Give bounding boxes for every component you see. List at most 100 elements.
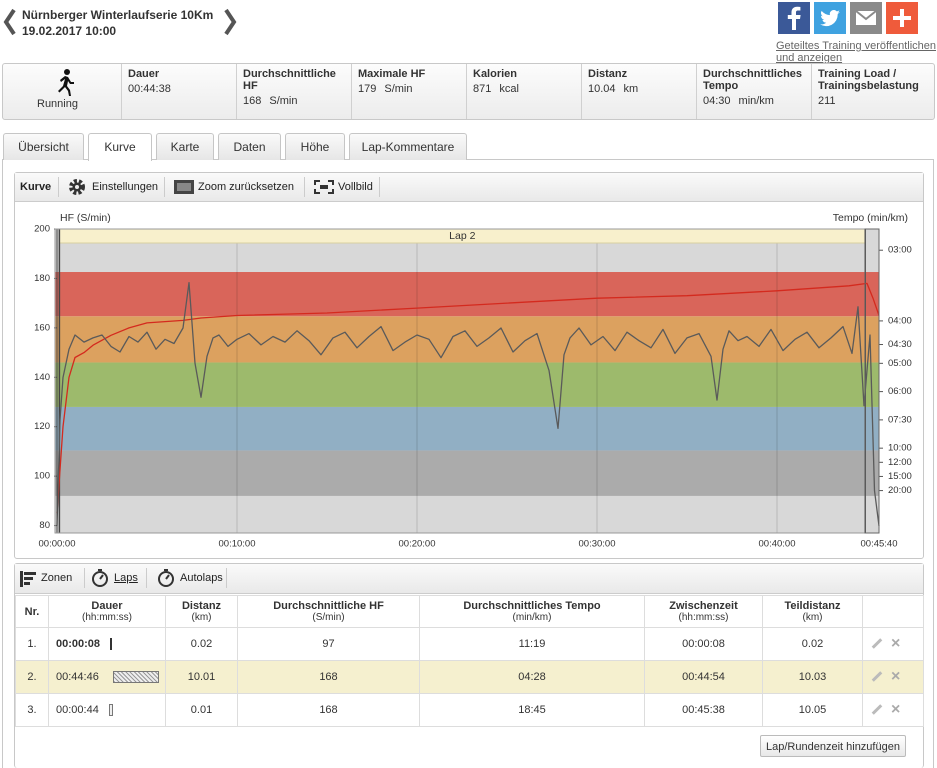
stat-value: 04:30 bbox=[703, 95, 731, 107]
column-title: Durchschnittliche HF bbox=[273, 599, 384, 612]
column-title: Distanz bbox=[181, 599, 222, 612]
twitter-button[interactable] bbox=[814, 2, 846, 34]
column-header: Distanz (km) bbox=[165, 595, 238, 628]
stat-cell: Kalorien 871 kcal bbox=[466, 64, 580, 119]
fullscreen-button[interactable]: Vollbild bbox=[338, 181, 373, 193]
right-axis-box bbox=[864, 228, 880, 534]
stat-cell: Training Load / Trainingsbelastung 211 bbox=[811, 64, 925, 119]
column-header: Zwischenzeit (hh:mm:ss) bbox=[644, 595, 763, 628]
hr-zone bbox=[55, 316, 879, 363]
tab[interactable]: Lap-Kommentare bbox=[349, 133, 467, 160]
stat-value-row: 168 S/min bbox=[243, 95, 350, 107]
stat-value-row: 179 S/min bbox=[358, 83, 465, 95]
stat-value: 10.04 bbox=[588, 83, 616, 95]
stat-label: Distanz bbox=[588, 68, 628, 80]
y2-tick-label: 07:30 bbox=[888, 414, 912, 425]
column-header: Nr. bbox=[15, 595, 49, 628]
y-tick-label: 160 bbox=[34, 322, 50, 333]
duration: 00:00:44 bbox=[56, 703, 99, 716]
stat-unit: km bbox=[623, 83, 639, 95]
stat-value-row: 871 kcal bbox=[473, 83, 580, 95]
hr-zone bbox=[55, 450, 879, 496]
tab[interactable]: Karte bbox=[156, 133, 214, 160]
zones-icon[interactable] bbox=[19, 570, 37, 588]
chart-toolbar-title: Kurve bbox=[20, 181, 52, 193]
tab[interactable]: Daten bbox=[218, 133, 281, 160]
x-tick-label: 00:10:00 bbox=[219, 539, 256, 550]
y-tick-label: 100 bbox=[34, 471, 50, 482]
lap-row: 3. 00:00:44 0.01 168 18:45 00:45:38 10.05 × bbox=[15, 693, 924, 727]
separator bbox=[304, 177, 305, 197]
laps-toolbar-button[interactable]: Autolaps bbox=[180, 572, 223, 584]
actions: × bbox=[862, 693, 924, 727]
workout-title: Nürnberger Winterlaufserie 10Km bbox=[22, 8, 214, 22]
stat-value: 211 bbox=[818, 95, 836, 107]
y2-tick-label: 03:00 bbox=[888, 245, 912, 256]
autolaps-icon[interactable] bbox=[156, 568, 176, 588]
tab[interactable]: Kurve bbox=[88, 133, 152, 161]
x-tick-label: 00:00:00 bbox=[39, 539, 76, 550]
next-arrow[interactable] bbox=[224, 8, 238, 36]
y-tick-label: 200 bbox=[34, 224, 50, 235]
lap-row: 2. 00:44:46 10.01 168 04:28 00:44:54 10.03 × bbox=[15, 660, 924, 694]
stat-value-row: 04:30 min/km bbox=[703, 95, 810, 107]
y-tick-label: 120 bbox=[34, 421, 50, 432]
tab[interactable]: Höhe bbox=[285, 133, 345, 160]
add-lap-button[interactable]: Lap/Rundenzeit hinzufügen bbox=[760, 735, 906, 757]
stat-cell: Distanz 10.04 km bbox=[581, 64, 695, 119]
cell: 2. bbox=[15, 660, 49, 694]
y2-tick-label: 04:00 bbox=[888, 315, 912, 326]
cell: 3. bbox=[15, 693, 49, 727]
column-unit: (hh:mm:ss) bbox=[678, 611, 729, 623]
cell: 04:28 bbox=[419, 660, 645, 694]
column-unit: (km) bbox=[802, 611, 823, 623]
y-tick-label: 180 bbox=[34, 273, 50, 284]
stat-value: 168 bbox=[243, 95, 262, 107]
cell: 18:45 bbox=[419, 693, 645, 727]
column-title: Nr. bbox=[24, 605, 40, 618]
laps-table: Nr. Dauer (hh:mm:ss) Distanz (km) Durchschnit… bbox=[15, 595, 924, 727]
stat-unit: kcal bbox=[499, 83, 519, 95]
laps-toolbar-button[interactable]: Laps bbox=[114, 572, 138, 584]
separator bbox=[379, 177, 380, 197]
y2-tick-label: 10:00 bbox=[888, 443, 912, 454]
column-unit: (km) bbox=[191, 611, 212, 623]
more-share-button[interactable] bbox=[886, 2, 918, 34]
column-header: Durchschnittliches Tempo (min/km) bbox=[419, 595, 645, 628]
stat-label: Durchschnittliche HF bbox=[243, 68, 336, 92]
stat-value: 179 bbox=[358, 83, 377, 95]
prev-arrow[interactable] bbox=[2, 8, 16, 36]
fullscreen-icon[interactable] bbox=[313, 179, 335, 195]
cell: 00:44:46 bbox=[48, 660, 166, 694]
cell: 10.05 bbox=[762, 693, 863, 727]
y2-tick-label: 20:00 bbox=[888, 485, 912, 496]
laps-toolbar-button[interactable]: Zonen bbox=[41, 572, 73, 584]
header-row: Nr. Dauer (hh:mm:ss) Distanz (km) Durchschnit… bbox=[15, 595, 924, 628]
delete-icon[interactable]: × bbox=[891, 634, 901, 652]
column-title: Dauer bbox=[91, 599, 123, 612]
laps-icon[interactable] bbox=[90, 568, 110, 588]
zoom-reset-button[interactable]: Zoom zurücksetzen bbox=[198, 181, 294, 193]
cell: 00:44:54 bbox=[644, 660, 763, 694]
hr-zone bbox=[55, 495, 879, 533]
cell: 0.02 bbox=[762, 627, 863, 661]
share-link[interactable]: Geteiltes Training veröffentlichen und a… bbox=[776, 40, 936, 64]
delete-icon[interactable]: × bbox=[891, 667, 901, 685]
zoom-reset-icon[interactable] bbox=[173, 179, 195, 195]
y-axis-title: HF (S/min) bbox=[60, 212, 111, 224]
delete-icon[interactable]: × bbox=[891, 700, 901, 718]
tab[interactable]: Übersicht bbox=[3, 133, 84, 160]
workout-date: 19.02.2017 10:00 bbox=[22, 24, 117, 38]
y2-tick-label: 06:00 bbox=[888, 386, 912, 397]
mail-button[interactable] bbox=[850, 2, 882, 34]
settings-icon[interactable] bbox=[67, 177, 87, 197]
stat-value-row: 211 bbox=[818, 95, 925, 107]
settings-button[interactable]: Einstellungen bbox=[92, 181, 159, 193]
facebook-button[interactable] bbox=[778, 2, 810, 34]
stat-unit: S/min bbox=[384, 83, 413, 95]
data-line bbox=[56, 282, 880, 514]
cell: 168 bbox=[237, 693, 420, 727]
chart-toolbar bbox=[15, 173, 923, 202]
